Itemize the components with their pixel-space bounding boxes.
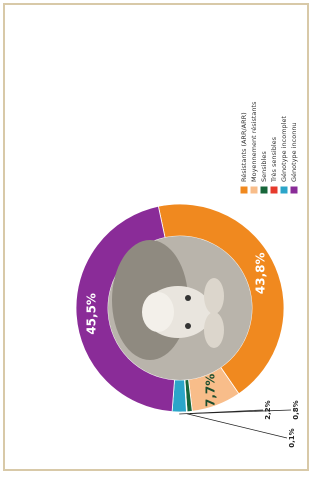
value-label: 45,5% — [85, 293, 99, 335]
legend-label: Moyennement résistants — [250, 101, 258, 182]
page: {"chart_data": {"type": "pie", "categori… — [0, 0, 312, 474]
value-label: 0,8% — [292, 400, 300, 419]
chart: 43,8% 7,7% 0,8% 0,1% 2,2% 45,5% Résistants (AR… — [0, 0, 312, 474]
legend-label: Résistants (ARR/ARR) — [240, 112, 248, 182]
value-label: 7,7% — [204, 374, 218, 407]
legend-label: Génotype incomplet — [280, 116, 288, 182]
legend-swatch — [291, 187, 298, 194]
value-label: 43,8% — [253, 252, 267, 294]
legend-swatch — [271, 187, 278, 194]
sheep-photo — [108, 236, 252, 380]
value-label: 2,2% — [264, 400, 272, 419]
legend-swatch — [261, 187, 268, 194]
legend-swatch — [241, 187, 248, 194]
legend-swatch — [251, 187, 258, 194]
value-label: 0,1% — [288, 428, 296, 447]
legend-label: Génotype inconnu — [290, 122, 298, 182]
legend-label: Très sensibles — [270, 136, 278, 183]
legend-swatch — [281, 187, 288, 194]
legend-label: Sensibles — [260, 151, 268, 182]
